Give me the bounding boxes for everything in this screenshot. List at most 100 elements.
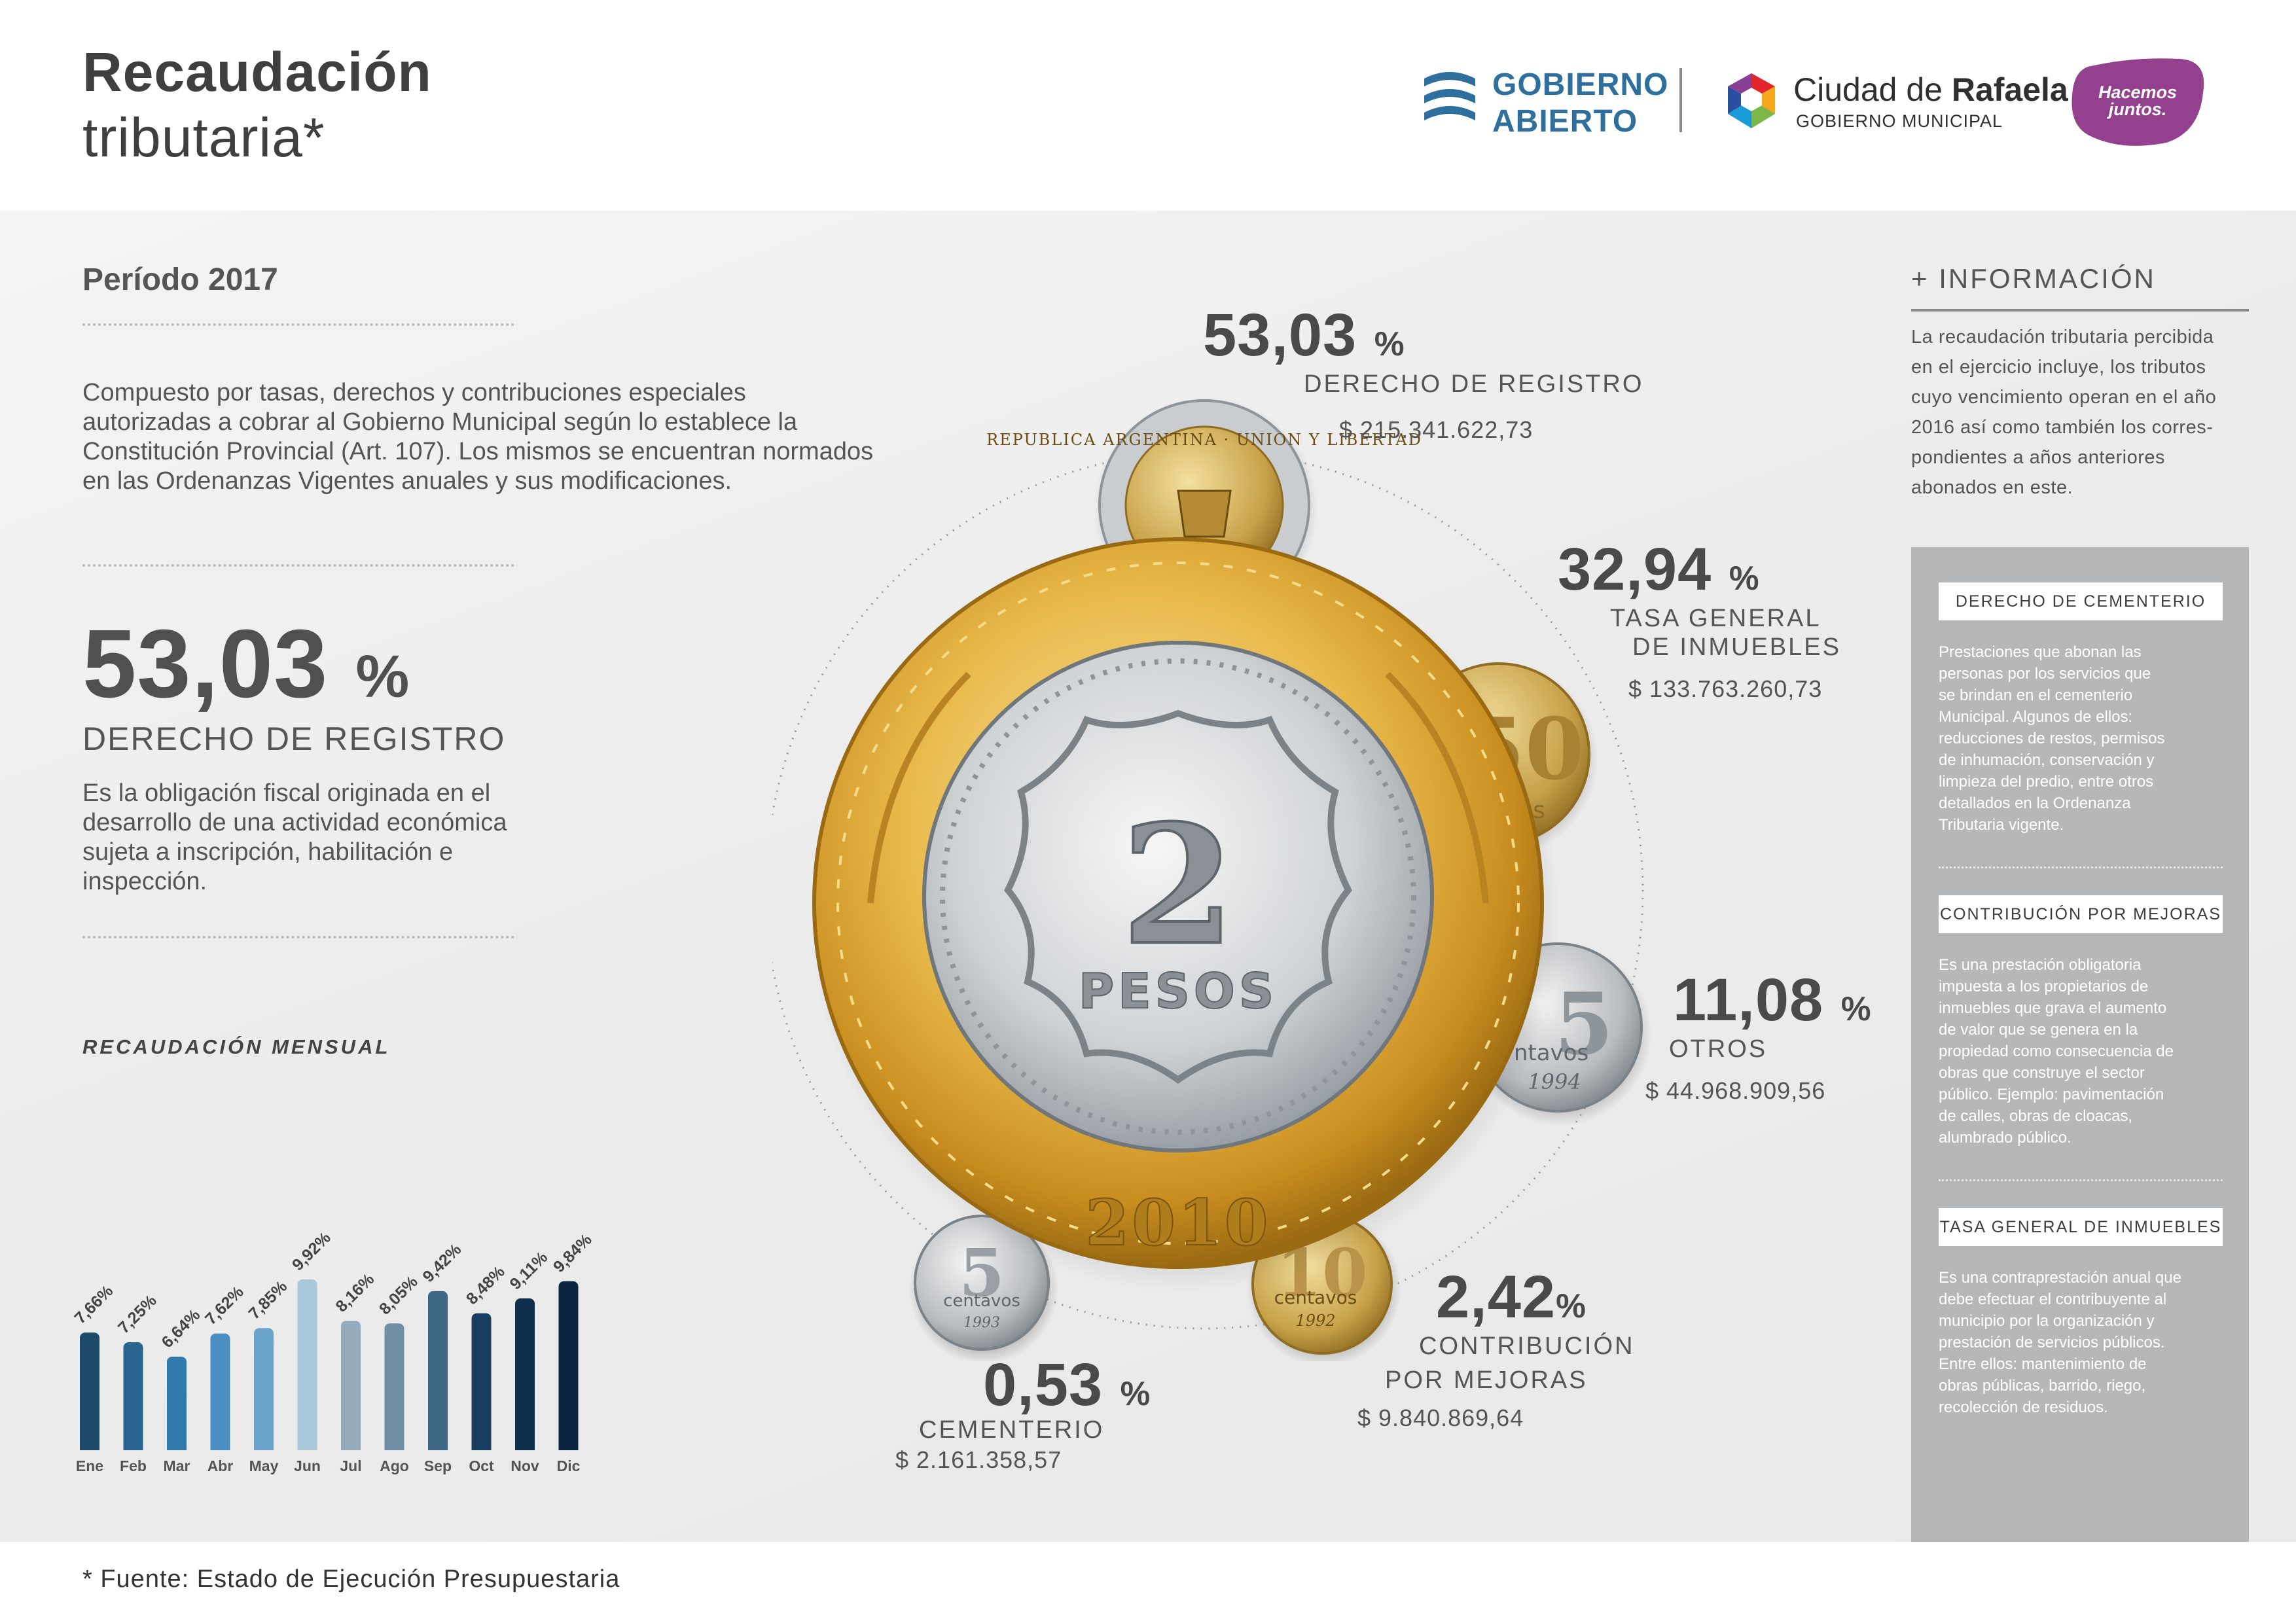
breakdown-amount: $ 9.840.869,64 <box>1357 1404 1524 1431</box>
breakdown-category: DERECHO DE REGISTRO <box>1304 370 1644 398</box>
bar-value-label: 7,66% <box>71 1282 117 1328</box>
breakdown-category: OTROS <box>1669 1035 1768 1063</box>
definition-text-cementerio: Prestaciones que abonan las personas por… <box>1939 643 2165 834</box>
bar-jun <box>297 1279 317 1450</box>
breakdown-percentage: 11,08 % <box>1673 967 1872 1033</box>
ten-centavos-unit: centavos <box>1274 1287 1357 1308</box>
bar-base-oct <box>471 1444 492 1450</box>
two-pesos-value: 2 <box>1121 789 1235 981</box>
bar-category-label: Jun <box>294 1457 321 1474</box>
breakdown-amount: $ 133.763.260,73 <box>1628 675 1823 702</box>
two-pesos-unit: PESOS <box>1079 963 1278 1020</box>
peso-coin-text: REPUBLICA ARGENTINA · UNION Y LIBERTAD <box>986 431 1422 449</box>
five-centavos-value: 5 <box>1554 974 1613 1074</box>
bar-abr <box>210 1333 230 1450</box>
bar-sep <box>428 1291 448 1450</box>
bar-base-feb <box>123 1444 143 1450</box>
two-pesos-coin: 2 PESOS 2010 <box>808 537 1561 1293</box>
bar-category-label: Jul <box>340 1457 361 1474</box>
hacemos-juntos-logo-text: Hacemos juntos. <box>2098 82 2178 119</box>
breakdown-category: TASA GENERAL <box>1610 605 1821 632</box>
breakdown-amount: $ 2.161.358,57 <box>895 1446 1062 1473</box>
ciudad-rafaela-logo-subtitle: GOBIERNO MUNICIPAL <box>1796 111 2003 131</box>
bar-value-label: 9,11% <box>506 1248 551 1293</box>
bar-ene <box>80 1332 99 1450</box>
breakdown-percentage: 2,42% <box>1436 1264 1587 1330</box>
bar-value-label: 8,16% <box>332 1270 378 1316</box>
breakdown-amount: $ 44.968.909,56 <box>1645 1077 1826 1104</box>
breakdown-category: CONTRIBUCIÓN <box>1419 1332 1635 1360</box>
info-divider <box>1911 309 2249 312</box>
bar-category-label: Abr <box>207 1457 234 1474</box>
two-pesos-year: 2010 <box>1085 1186 1270 1260</box>
monthly-bar-chart: 7,66% Ene 7,25% Feb 6,64% Mar 7,62% Abr 7,85% May… <box>71 1228 595 1474</box>
bar-value-label: 6,64% <box>158 1306 204 1351</box>
bar-category-label: Nov <box>511 1457 539 1474</box>
bar-category-label: Dic <box>557 1457 581 1474</box>
bar-value-label: 7,25% <box>115 1291 160 1337</box>
bar-category-label: Mar <box>164 1457 190 1474</box>
page-title-line2: tributaria* <box>82 107 325 168</box>
highlight-label: DERECHO DE REGISTRO <box>82 721 506 757</box>
bar-oct <box>471 1313 492 1450</box>
ciudad-rafaela-logo-icon <box>1728 73 1775 128</box>
bar-base-abr <box>210 1444 230 1450</box>
bar-category-label: May <box>249 1457 279 1474</box>
bar-mar <box>167 1356 187 1450</box>
breakdown-percentage: 32,94 % <box>1558 536 1760 603</box>
logo-divider <box>1679 68 1682 132</box>
bar-value-label: 8,48% <box>463 1262 509 1308</box>
breakdown-category: POR MEJORAS <box>1385 1366 1588 1394</box>
highlight-percentage: 53,03 % <box>82 610 410 718</box>
bar-value-label: 7,62% <box>202 1283 247 1329</box>
five-centavos-small-value: 5 <box>959 1234 1005 1311</box>
definition-title-inmuebles: TASA GENERAL DE INMUEBLES <box>1939 1208 2223 1246</box>
source-footnote: * Fuente: Estado de Ejecución Presupuest… <box>82 1565 620 1593</box>
bar-base-ago <box>384 1444 404 1450</box>
hacemos-juntos-logo-icon <box>2072 58 2204 146</box>
bar-base-ene <box>80 1444 99 1450</box>
definition-title-cementerio: DERECHO DE CEMENTERIO <box>1939 582 2223 620</box>
header-band <box>0 0 2296 211</box>
dotted-divider <box>82 323 514 326</box>
dotted-divider <box>82 936 514 938</box>
five-centavos-year: 1994 <box>1528 1069 1581 1094</box>
ciudad-rafaela-logo-text: Ciudad de Rafaela <box>1793 71 2068 108</box>
bar-value-label: 9,42% <box>419 1240 465 1286</box>
five-centavos-small-year: 1993 <box>963 1315 1000 1331</box>
gobierno-abierto-logo-text: GOBIERNO ABIERTO <box>1492 67 1669 139</box>
five-centavos-small-unit: centavos <box>943 1291 1020 1311</box>
bar-category-label: Sep <box>424 1457 452 1474</box>
period-title: Período 2017 <box>82 262 278 297</box>
dotted-divider <box>1939 866 2223 868</box>
bar-nov <box>515 1298 535 1450</box>
bar-base-sep <box>428 1444 448 1450</box>
definition-text-inmuebles: Es una contraprestación anual que debe e… <box>1939 1269 2181 1416</box>
definition-text-mejoras: Es una prestación obligatoria impuesta a… <box>1939 956 2174 1147</box>
monthly-chart-title: RECAUDACIÓN MENSUAL <box>82 1035 391 1058</box>
bar-category-label: Ene <box>76 1457 103 1474</box>
coin-graphic: REPUBLICA ARGENTINA · UNION Y LIBERTAD 5… <box>772 397 1651 1361</box>
bar-feb <box>123 1342 143 1450</box>
intro-paragraph: Compuesto por tasas, derechos y contribu… <box>82 379 874 495</box>
bar-base-dic <box>558 1444 579 1450</box>
ten-centavos-year: 1992 <box>1295 1311 1335 1330</box>
bar-category-label: Oct <box>469 1457 494 1474</box>
bar-category-label: Ago <box>380 1457 409 1474</box>
bar-base-may <box>254 1444 274 1450</box>
info-text: La recaudación tributaria percibida en e… <box>1911 327 2217 498</box>
dotted-divider <box>82 564 514 567</box>
info-title: + INFORMACIÓN <box>1911 263 2156 294</box>
bar-value-label: 9,92% <box>289 1228 334 1274</box>
breakdown-amount: $ 215.341.622,73 <box>1339 416 1534 443</box>
bar-base-mar <box>167 1444 187 1450</box>
bar-ago <box>384 1323 404 1450</box>
highlight-description: Es la obligación fiscal originada en el … <box>82 779 507 895</box>
bar-value-label: 7,85% <box>245 1277 291 1323</box>
breakdown-category: CEMENTERIO <box>919 1416 1105 1444</box>
bar-category-label: Feb <box>120 1457 147 1474</box>
bar-base-jul <box>341 1444 361 1450</box>
breakdown-percentage: 53,03 % <box>1203 302 1405 368</box>
bar-base-nov <box>515 1444 535 1450</box>
breakdown-category: DE INMUEBLES <box>1632 633 1841 661</box>
